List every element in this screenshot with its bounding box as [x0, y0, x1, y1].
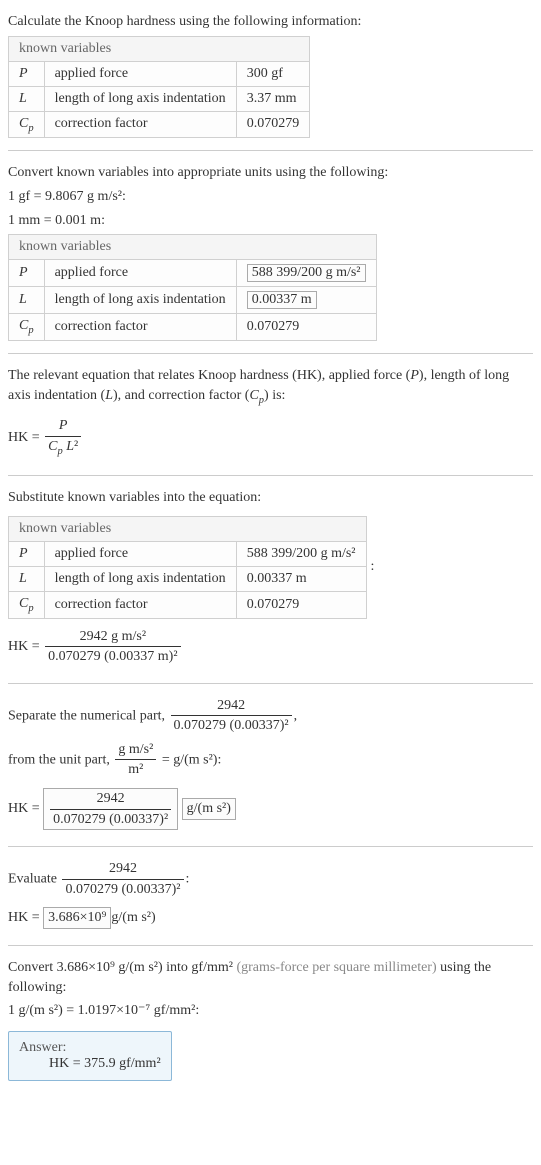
fraction: 2942 0.070279 (0.00337)² [171, 696, 292, 736]
conversion-line: 1 mm = 0.001 m: [8, 211, 533, 231]
table-header: known variables [9, 36, 310, 61]
equation-evaluated: HK = 3.686×10⁹ g/(m s²) [8, 907, 156, 929]
boxed-value: 588 399/200 g m/s² [247, 264, 366, 282]
var-value: 0.00337 m [236, 566, 366, 591]
fraction-numerator: 2942 [171, 696, 292, 717]
table-row: L length of long axis indentation 3.37 m… [9, 86, 310, 111]
known-variables-table-1: known variables P applied force 300 gf L… [8, 36, 310, 139]
var-value: 588 399/200 g m/s² [236, 260, 376, 287]
fraction: 2942 0.070279 (0.00337)² [50, 789, 171, 829]
known-variables-table-2: known variables P applied force 588 399/… [8, 234, 377, 341]
answer-label: Answer: [19, 1040, 161, 1056]
divider [8, 150, 533, 151]
conversion-line: 1 gf = 9.8067 g m/s²: [8, 187, 533, 207]
boxed-fraction: 2942 0.070279 (0.00337)² [43, 788, 178, 830]
var-symbol: L [9, 287, 45, 314]
fraction-denominator: m² [115, 760, 156, 780]
divider [8, 353, 533, 354]
fraction: P Cp L² [45, 416, 81, 459]
table-header: known variables [9, 516, 367, 541]
eq-lhs: HK = [8, 637, 40, 657]
var-value: 0.070279 [236, 314, 376, 341]
var-desc: correction factor [44, 591, 236, 618]
var-value: 300 gf [236, 61, 310, 86]
fraction-numerator: P [45, 416, 81, 437]
equation-hk-definition: HK = P Cp L² [8, 416, 83, 459]
var-desc: applied force [44, 260, 236, 287]
equation-separated: HK = 2942 0.070279 (0.00337)² g/(m s²) [8, 788, 236, 830]
convert-text: Convert known variables into appropriate… [8, 163, 533, 183]
var-value: 0.070279 [236, 111, 310, 138]
fraction: 2942 0.070279 (0.00337)² [62, 859, 183, 899]
var-value: 0.00337 m [236, 287, 376, 314]
conversion-line: 1 g/(m s²) = 1.0197×10⁻⁷ gf/mm²: [8, 1001, 533, 1021]
evaluate-text: Evaluate 2942 0.070279 (0.00337)² : [8, 859, 533, 899]
var-desc: length of long axis indentation [44, 287, 236, 314]
divider [8, 846, 533, 847]
var-symbol: P [9, 260, 45, 287]
var-symbol: P [9, 61, 45, 86]
var-symbol: L [9, 566, 45, 591]
fraction: 2942 g m/s² 0.070279 (0.00337 m)² [45, 627, 180, 667]
unit-note: (grams-force per square millimeter) [236, 960, 436, 975]
table-row: P applied force 300 gf [9, 61, 310, 86]
var-desc: length of long axis indentation [44, 566, 236, 591]
table-row: L length of long axis indentation 0.0033… [9, 566, 367, 591]
divider [8, 683, 533, 684]
boxed-value: 3.686×10⁹ [43, 907, 111, 929]
answer-value: HK = 375.9 gf/mm² [19, 1056, 161, 1072]
var-desc: correction factor [44, 314, 236, 341]
table-row: Cp correction factor 0.070279 [9, 591, 367, 618]
eq-lhs: HK = [8, 908, 40, 928]
equation-substituted: HK = 2942 g m/s² 0.070279 (0.00337 m)² [8, 627, 183, 667]
substitute-text: Substitute known variables into the equa… [8, 488, 533, 508]
fraction-denominator: Cp L² [45, 437, 81, 459]
convert-final-text: Convert 3.686×10⁹ g/(m s²) into gf/mm² (… [8, 958, 533, 997]
var-symbol: Cp [9, 111, 45, 138]
unit-part-text: from the unit part, g m/s² m² = g/(m s²)… [8, 740, 533, 780]
eq-lhs: HK = [8, 799, 40, 819]
table-header: known variables [9, 235, 377, 260]
fraction-numerator: 2942 [62, 859, 183, 880]
fraction-denominator: 0.070279 (0.00337)² [50, 810, 171, 830]
var-value: 3.37 mm [236, 86, 310, 111]
var-symbol: P [9, 541, 45, 566]
fraction-denominator: 0.070279 (0.00337)² [62, 880, 183, 900]
var-desc: correction factor [44, 111, 236, 138]
fraction-numerator: g m/s² [115, 740, 156, 761]
var-value: 588 399/200 g m/s² [236, 541, 366, 566]
table-row: Cp correction factor 0.070279 [9, 111, 310, 138]
fraction-numerator: 2942 [50, 789, 171, 810]
var-symbol: Cp [9, 314, 45, 341]
table-row: Cp correction factor 0.070279 [9, 314, 377, 341]
fraction-numerator: 2942 g m/s² [45, 627, 180, 648]
separate-text: Separate the numerical part, 2942 0.0702… [8, 696, 533, 736]
eq-unit: g/(m s²) [111, 908, 155, 928]
eq-lhs: HK = [8, 428, 40, 448]
colon: : [371, 559, 375, 575]
boxed-value: 0.00337 m [247, 291, 317, 309]
table-row: L length of long axis indentation 0.0033… [9, 287, 377, 314]
divider [8, 945, 533, 946]
fraction-denominator: 0.070279 (0.00337)² [171, 716, 292, 736]
var-symbol: L [9, 86, 45, 111]
fraction-denominator: 0.070279 (0.00337 m)² [45, 647, 180, 667]
boxed-unit: g/(m s²) [182, 798, 236, 820]
table-row: P applied force 588 399/200 g m/s² [9, 541, 367, 566]
relation-text: The relevant equation that relates Knoop… [8, 366, 533, 408]
var-desc: applied force [44, 541, 236, 566]
var-value: 0.070279 [236, 591, 366, 618]
intro-text: Calculate the Knoop hardness using the f… [8, 12, 533, 32]
fraction: g m/s² m² [115, 740, 156, 780]
divider [8, 475, 533, 476]
table-row: P applied force 588 399/200 g m/s² [9, 260, 377, 287]
known-variables-table-3: known variables P applied force 588 399/… [8, 516, 367, 619]
var-desc: length of long axis indentation [44, 86, 236, 111]
var-desc: applied force [44, 61, 236, 86]
answer-box: Answer: HK = 375.9 gf/mm² [8, 1031, 172, 1081]
var-symbol: Cp [9, 591, 45, 618]
